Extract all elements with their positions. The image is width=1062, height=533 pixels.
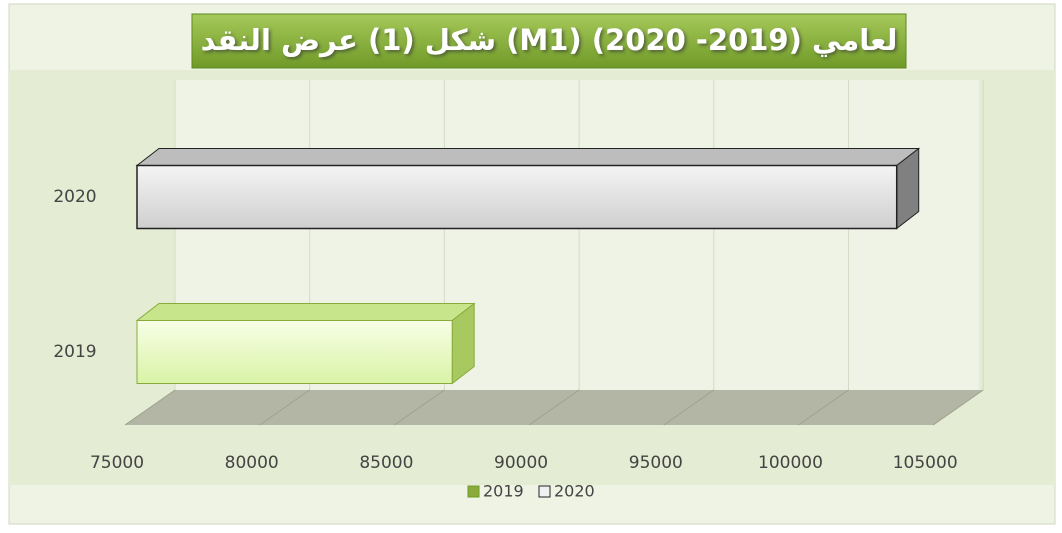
legend-swatch — [538, 485, 551, 498]
floor-line — [394, 389, 445, 426]
x-tick-label: 80000 — [225, 453, 279, 473]
floor-line — [528, 389, 580, 426]
bar-front — [136, 320, 453, 384]
x-tick-label: 100000 — [758, 453, 823, 473]
floor-line — [259, 389, 310, 426]
x-tick-label: 90000 — [494, 453, 548, 473]
x-tick-label: 85000 — [359, 453, 413, 473]
bar — [135, 147, 921, 230]
floor-line — [932, 389, 984, 426]
y-tick-label: 2019 — [53, 342, 96, 362]
bar — [135, 302, 476, 385]
title-box — [191, 13, 907, 69]
bar-top — [135, 303, 476, 321]
x-tick-label: 95000 — [629, 453, 683, 473]
x-tick-label: 75000 — [90, 453, 144, 473]
floor-line — [798, 389, 849, 426]
y-tick-label: 2020 — [53, 187, 96, 207]
legend-label: 2020 — [554, 482, 595, 501]
bar-front — [136, 164, 898, 230]
floor-line — [124, 389, 176, 426]
legend-label: 2019 — [483, 482, 524, 501]
bar-top — [135, 148, 921, 166]
floor-line — [663, 389, 715, 426]
chart-title: شكل (1) عرض النقد (M1) لعامي (2019- 2020… — [201, 23, 898, 57]
x-tick-label: 105000 — [893, 453, 958, 473]
legend-swatch — [467, 485, 480, 498]
